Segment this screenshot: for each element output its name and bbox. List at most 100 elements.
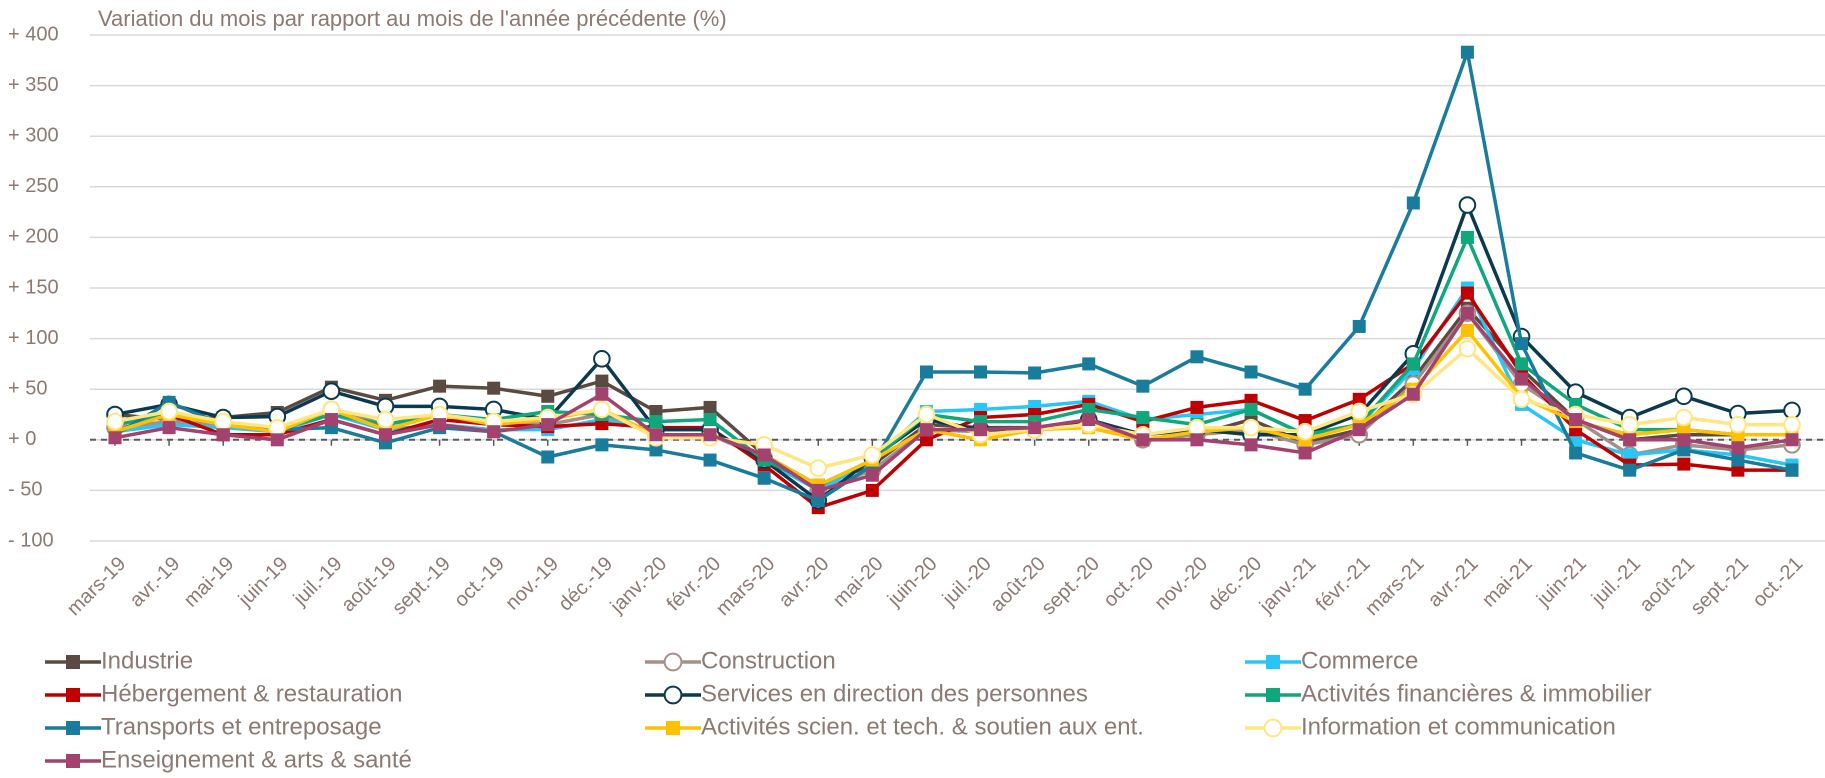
- point: [324, 413, 338, 427]
- point: [487, 381, 501, 395]
- legend-marker: [66, 754, 80, 768]
- point: [1352, 423, 1366, 437]
- x-tick-label: sept.-19: [388, 553, 455, 620]
- y-tick-label: - 100: [8, 529, 54, 551]
- point: [162, 421, 176, 435]
- series-line: [114, 235, 1792, 488]
- point: [1783, 415, 1801, 434]
- legend-marker: [663, 685, 683, 705]
- point: [1620, 415, 1639, 434]
- point: [649, 428, 663, 442]
- point: [865, 468, 879, 482]
- legend-marker: [1263, 718, 1283, 738]
- point: [1677, 423, 1691, 437]
- point: [757, 471, 771, 485]
- point: [1298, 382, 1312, 396]
- legend-label: Information et communication: [1301, 713, 1616, 740]
- point: [593, 350, 611, 368]
- point: [649, 415, 663, 429]
- point: [1515, 357, 1529, 371]
- point: [1675, 387, 1693, 406]
- point: [1460, 230, 1474, 244]
- point: [757, 448, 771, 462]
- point: [1731, 453, 1745, 467]
- point: [1350, 402, 1369, 421]
- x-tick-label: juin-19: [234, 553, 293, 612]
- point: [863, 446, 882, 464]
- y-tick-label: + 200: [8, 226, 59, 248]
- point: [1458, 339, 1477, 358]
- x-tick-label: nov.-19: [501, 553, 563, 615]
- point: [541, 450, 555, 464]
- point: [1406, 196, 1420, 210]
- point: [1190, 350, 1204, 364]
- x-tick-label: mars-20: [712, 553, 779, 620]
- x-tick-label: mars-19: [63, 553, 130, 620]
- y-tick-label: + 250: [8, 175, 59, 197]
- point: [917, 405, 936, 424]
- point: [487, 425, 501, 439]
- point: [1515, 337, 1529, 351]
- point: [1569, 413, 1583, 427]
- point: [1188, 418, 1206, 437]
- point: [1028, 421, 1042, 435]
- point: [974, 423, 988, 437]
- point: [1677, 457, 1691, 471]
- point: [1190, 433, 1204, 447]
- point: [1136, 411, 1150, 425]
- legend-label: Commerce: [1301, 647, 1418, 674]
- point: [1406, 387, 1420, 401]
- chart-title: Variation du mois par rapport au mois de…: [98, 6, 727, 31]
- point: [1460, 306, 1474, 320]
- point: [1566, 383, 1585, 402]
- point: [1460, 45, 1474, 59]
- point: [376, 410, 395, 429]
- point: [1352, 319, 1366, 333]
- point: [378, 428, 392, 442]
- point: [1082, 413, 1096, 427]
- y-tick-label: + 150: [8, 276, 59, 298]
- y-tick-label: + 400: [8, 23, 59, 45]
- legend-marker: [1266, 655, 1280, 669]
- point: [1731, 463, 1745, 477]
- point: [1675, 408, 1693, 427]
- point: [433, 418, 447, 432]
- x-tick-label: nov.-20: [1151, 553, 1213, 615]
- point: [593, 400, 611, 419]
- x-tick-label: mai-19: [180, 553, 239, 612]
- point: [1460, 324, 1474, 338]
- point: [1136, 379, 1150, 393]
- point: [811, 494, 825, 508]
- x-tick-label: juin-20: [883, 553, 942, 612]
- point: [1244, 365, 1258, 379]
- point: [919, 423, 933, 437]
- point: [865, 483, 879, 497]
- point: [1028, 366, 1042, 380]
- legend-label: Enseignement & arts & santé: [101, 746, 412, 773]
- y-tick-label: + 50: [8, 377, 47, 399]
- point: [541, 389, 555, 403]
- x-tick-label: oct.-21: [1748, 553, 1807, 612]
- point: [595, 374, 609, 388]
- point: [1623, 433, 1637, 447]
- legend-label: Activités financières & immobilier: [1301, 680, 1652, 707]
- x-tick-label: janv.-20: [606, 553, 672, 619]
- point: [703, 400, 717, 414]
- point: [108, 431, 122, 445]
- x-tick-label: avr.-19: [126, 553, 185, 612]
- y-tick-label: - 50: [8, 479, 42, 501]
- point: [1785, 463, 1799, 477]
- series-line: [114, 50, 1793, 503]
- x-tick-label: mai-21: [1478, 553, 1537, 612]
- x-tick-label: oct.-19: [450, 553, 509, 612]
- point: [268, 418, 287, 437]
- legend-marker: [66, 721, 80, 735]
- point: [1406, 357, 1420, 371]
- point: [1082, 357, 1096, 371]
- point: [1623, 448, 1637, 462]
- point: [1731, 441, 1745, 455]
- series-line: [114, 328, 1792, 488]
- legend-marker: [66, 655, 80, 669]
- point: [106, 412, 124, 431]
